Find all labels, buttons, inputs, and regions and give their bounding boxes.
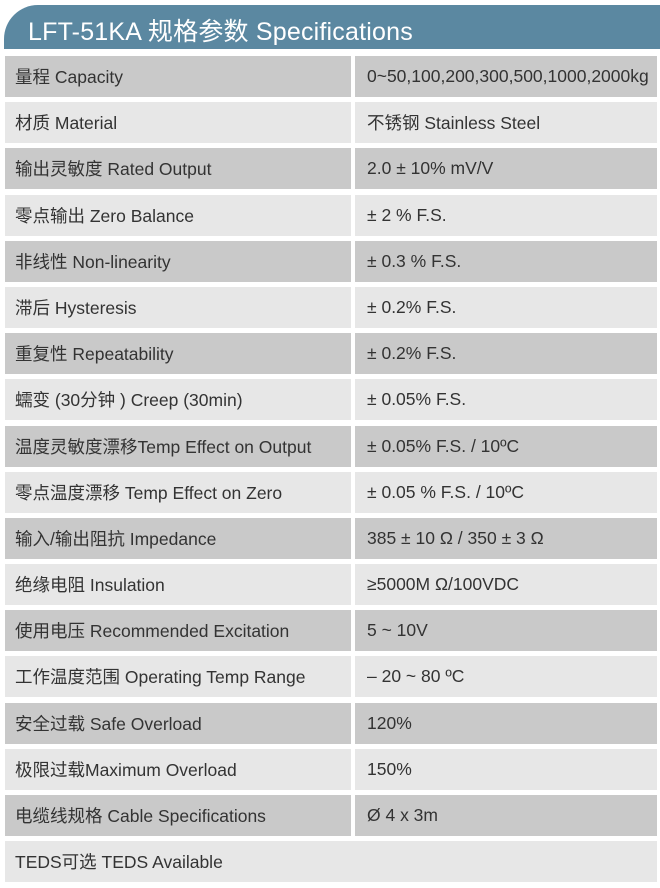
spec-label: 电缆线规格 Cable Specifications: [5, 795, 351, 836]
spec-label: 极限过载Maximum Overload: [5, 748, 351, 790]
spec-value: ≥5000M Ω/100VDC: [355, 564, 657, 606]
spec-value: ± 0.05 % F.S. / 10ºC: [355, 471, 657, 513]
spec-value: 150%: [355, 748, 657, 790]
table-row: 温度灵敏度漂移Temp Effect on Output ± 0.05% F.S.…: [5, 425, 657, 467]
spec-value: 不锈钢 Stainless Steel: [355, 102, 657, 144]
table-row-teds: TEDS可选 TEDS Available: [5, 841, 657, 883]
spec-label: 绝缘电阻 Insulation: [5, 564, 351, 606]
spec-value: ± 0.2% F.S.: [355, 286, 657, 328]
spec-value: 2.0 ± 10% mV/V: [355, 148, 657, 190]
spec-label: 零点输出 Zero Balance: [5, 194, 351, 236]
spec-value: ± 0.3 % F.S.: [355, 240, 657, 282]
spec-label: 蠕变 (30分钟 ) Creep (30min): [5, 379, 351, 421]
spec-value: Ø 4 x 3m: [355, 795, 657, 836]
spec-value: 0~50,100,200,300,500,1000,2000kg: [355, 56, 657, 97]
table-row: 非线性 Non-linearity ± 0.3 % F.S.: [5, 240, 657, 282]
table-row: 绝缘电阻 Insulation ≥5000M Ω/100VDC: [5, 564, 657, 606]
spec-value: ± 0.2% F.S.: [355, 333, 657, 375]
spec-value: ± 0.05% F.S. / 10ºC: [355, 425, 657, 467]
spec-table: 量程 Capacity 0~50,100,200,300,500,1000,200…: [5, 56, 657, 887]
spec-header: LFT-51KA 规格参数 Specifications: [4, 5, 660, 49]
spec-label: 量程 Capacity: [5, 56, 351, 97]
spec-label: 使用电压 Recommended Excitation: [5, 610, 351, 652]
table-row: 输入/输出阻抗 Impedance 385 ± 10 Ω / 350 ± 3 Ω: [5, 517, 657, 559]
table-row: 重复性 Repeatability ± 0.2% F.S.: [5, 333, 657, 375]
spec-value: 5 ~ 10V: [355, 610, 657, 652]
spec-label: 输出灵敏度 Rated Output: [5, 148, 351, 190]
table-row: 量程 Capacity 0~50,100,200,300,500,1000,200…: [5, 56, 657, 97]
table-row: 零点输出 Zero Balance ± 2 % F.S.: [5, 194, 657, 236]
table-row: 蠕变 (30分钟 ) Creep (30min) ± 0.05% F.S.: [5, 379, 657, 421]
spec-value: – 20 ~ 80 ºC: [355, 656, 657, 698]
spec-label: 滞后 Hysteresis: [5, 286, 351, 328]
spec-label: 重复性 Repeatability: [5, 333, 351, 375]
table-row: 滞后 Hysteresis ± 0.2% F.S.: [5, 286, 657, 328]
table-row: 输出灵敏度 Rated Output 2.0 ± 10% mV/V: [5, 148, 657, 190]
table-row: 安全过载 Safe Overload 120%: [5, 702, 657, 744]
table-row: 极限过载Maximum Overload 150%: [5, 748, 657, 790]
spec-label: 零点温度漂移 Temp Effect on Zero: [5, 471, 351, 513]
spec-label: 输入/输出阻抗 Impedance: [5, 517, 351, 559]
table-row: 材质 Material 不锈钢 Stainless Steel: [5, 102, 657, 144]
spec-value: ± 2 % F.S.: [355, 194, 657, 236]
spec-label: 非线性 Non-linearity: [5, 240, 351, 282]
spec-label: 安全过载 Safe Overload: [5, 702, 351, 744]
table-row: 工作温度范围 Operating Temp Range – 20 ~ 80 ºC: [5, 656, 657, 698]
page-title: LFT-51KA 规格参数 Specifications: [28, 18, 413, 46]
table-row: 电缆线规格 Cable Specifications Ø 4 x 3m: [5, 795, 657, 836]
spec-value: 120%: [355, 702, 657, 744]
spec-value: 385 ± 10 Ω / 350 ± 3 Ω: [355, 517, 657, 559]
table-row: 使用电压 Recommended Excitation 5 ~ 10V: [5, 610, 657, 652]
spec-label: 材质 Material: [5, 102, 351, 144]
spec-label: 温度灵敏度漂移Temp Effect on Output: [5, 425, 351, 467]
table-row: 零点温度漂移 Temp Effect on Zero ± 0.05 % F.S. …: [5, 471, 657, 513]
spec-value: ± 0.05% F.S.: [355, 379, 657, 421]
teds-label: TEDS可选 TEDS Available: [5, 841, 657, 883]
spec-label: 工作温度范围 Operating Temp Range: [5, 656, 351, 698]
